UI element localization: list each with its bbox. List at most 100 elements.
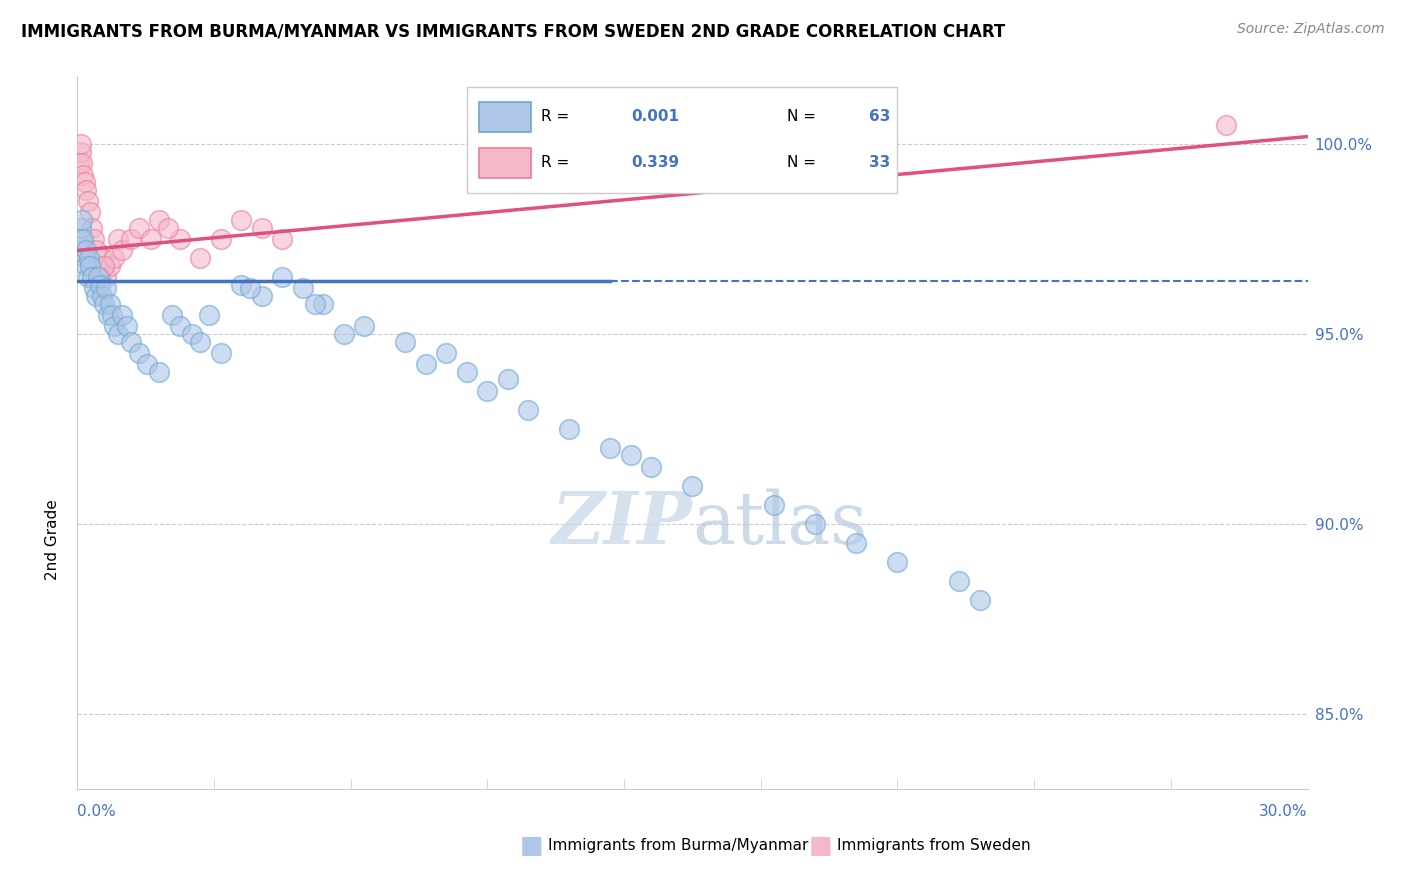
Point <box>188 334 212 349</box>
Point <box>682 479 704 493</box>
Point <box>312 296 335 310</box>
Point <box>93 259 115 273</box>
Point <box>136 357 159 371</box>
Text: ZIP: ZIP <box>551 488 693 559</box>
Point <box>73 251 96 265</box>
Text: 0.339: 0.339 <box>631 155 679 170</box>
Point <box>845 535 868 549</box>
Point <box>80 270 103 285</box>
Point <box>477 384 499 398</box>
Point <box>948 574 970 588</box>
Text: ■: ■ <box>808 834 832 857</box>
Text: Immigrants from Burma/Myanmar: Immigrants from Burma/Myanmar <box>548 838 808 853</box>
Point <box>83 281 105 295</box>
Point <box>128 346 150 360</box>
Point <box>70 137 93 152</box>
Point <box>239 281 262 295</box>
Point <box>558 422 581 436</box>
Text: ■: ■ <box>520 834 544 857</box>
Point <box>87 270 110 285</box>
Point <box>291 281 314 295</box>
Point <box>73 175 96 189</box>
Point <box>107 232 129 246</box>
Point <box>89 277 111 292</box>
Point <box>599 441 621 455</box>
Point <box>197 308 219 322</box>
Text: 0.0%: 0.0% <box>77 804 117 819</box>
Point <box>76 194 98 208</box>
Point <box>209 346 232 360</box>
Point <box>763 498 786 512</box>
Text: R =: R = <box>541 110 574 125</box>
Point <box>75 259 97 273</box>
Point <box>231 277 253 292</box>
Point <box>72 232 94 246</box>
Point <box>87 259 110 273</box>
Text: N =: N = <box>787 155 821 170</box>
Bar <box>479 102 531 132</box>
Y-axis label: 2nd Grade: 2nd Grade <box>45 500 60 580</box>
Point <box>75 183 97 197</box>
Point <box>98 259 121 273</box>
Point <box>70 213 93 227</box>
Point <box>128 220 150 235</box>
Point <box>98 296 121 310</box>
Point <box>804 516 827 531</box>
Text: IMMIGRANTS FROM BURMA/MYANMAR VS IMMIGRANTS FROM SWEDEN 2ND GRADE CORRELATION CH: IMMIGRANTS FROM BURMA/MYANMAR VS IMMIGRA… <box>21 22 1005 40</box>
Point <box>94 270 117 285</box>
Point <box>304 296 326 310</box>
Point <box>69 232 91 246</box>
Point <box>620 449 643 463</box>
Point <box>169 319 191 334</box>
Point <box>456 365 478 379</box>
Text: 30.0%: 30.0% <box>1260 804 1308 819</box>
Text: 0.001: 0.001 <box>631 110 679 125</box>
Point <box>353 319 375 334</box>
Point <box>188 251 212 265</box>
Text: 63: 63 <box>869 110 890 125</box>
Point <box>160 308 183 322</box>
Point <box>111 244 134 258</box>
Bar <box>479 148 531 178</box>
Point <box>101 308 124 322</box>
Point <box>111 308 134 322</box>
Point <box>79 259 101 273</box>
Point <box>67 156 90 170</box>
Point <box>640 459 662 474</box>
Text: Source: ZipAtlas.com: Source: ZipAtlas.com <box>1237 22 1385 37</box>
Point <box>115 319 138 334</box>
Point <box>90 289 114 303</box>
Text: atlas: atlas <box>693 489 868 559</box>
Point <box>84 289 107 303</box>
Point <box>94 281 117 295</box>
Point <box>394 334 416 349</box>
Point <box>84 244 107 258</box>
Point <box>120 232 142 246</box>
Point <box>250 289 273 303</box>
Point <box>67 244 90 258</box>
Point <box>333 326 356 341</box>
Point <box>969 592 991 607</box>
Point <box>271 232 294 246</box>
Point <box>69 145 91 159</box>
Point <box>79 205 101 219</box>
Point <box>80 220 103 235</box>
Point <box>83 232 105 246</box>
Point <box>436 346 458 360</box>
Point <box>148 365 170 379</box>
Point <box>141 232 163 246</box>
Point <box>181 326 204 341</box>
Point <box>89 270 111 285</box>
Point <box>231 213 253 227</box>
Point <box>209 232 232 246</box>
Point <box>148 213 170 227</box>
Point <box>90 251 114 265</box>
Point <box>93 296 115 310</box>
Point <box>271 270 294 285</box>
Point <box>70 220 93 235</box>
Text: Immigrants from Sweden: Immigrants from Sweden <box>837 838 1031 853</box>
Text: N =: N = <box>787 110 821 125</box>
Point <box>76 270 98 285</box>
Point <box>886 555 908 569</box>
Text: 33: 33 <box>869 155 890 170</box>
